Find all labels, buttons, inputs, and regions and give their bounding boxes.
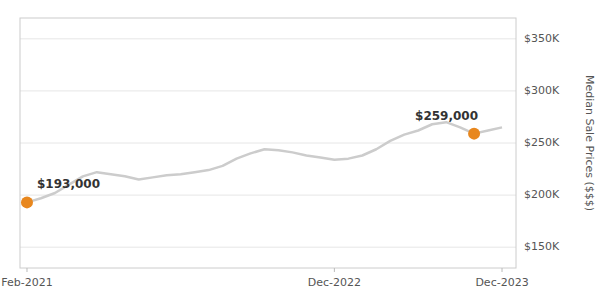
annotation: $193,000 bbox=[37, 177, 100, 191]
y-axis-label: Median Sale Prices ($$$) bbox=[583, 75, 596, 211]
chart: $150K $200K $250K $300K $350K Feb-2021 Dec-202… bbox=[0, 0, 600, 300]
plot-frame bbox=[20, 18, 516, 268]
x-tick bbox=[502, 268, 503, 272]
x-tick-label: Dec-2022 bbox=[308, 276, 361, 289]
x-tick bbox=[334, 268, 335, 272]
line bbox=[27, 122, 502, 202]
y-tick-label: $300K bbox=[524, 84, 560, 97]
y-tick-label: $350K bbox=[524, 32, 560, 45]
x-tick-label: Feb-2021 bbox=[1, 276, 52, 289]
plot-area bbox=[21, 122, 502, 208]
highlight-dot bbox=[468, 128, 480, 140]
grid-line bbox=[20, 143, 516, 144]
grid-line bbox=[20, 38, 516, 39]
y-tick-label: $150K bbox=[524, 240, 560, 253]
y-tick-label: $250K bbox=[524, 136, 560, 149]
annotation: $259,000 bbox=[415, 109, 478, 123]
grid-line bbox=[20, 195, 516, 196]
y-tick-label: $200K bbox=[524, 188, 560, 201]
x-tick bbox=[26, 268, 27, 272]
grid-line bbox=[20, 90, 516, 91]
highlight-dot bbox=[21, 196, 33, 208]
grid-line bbox=[20, 247, 516, 248]
x-tick-label: Dec-2023 bbox=[475, 276, 528, 289]
